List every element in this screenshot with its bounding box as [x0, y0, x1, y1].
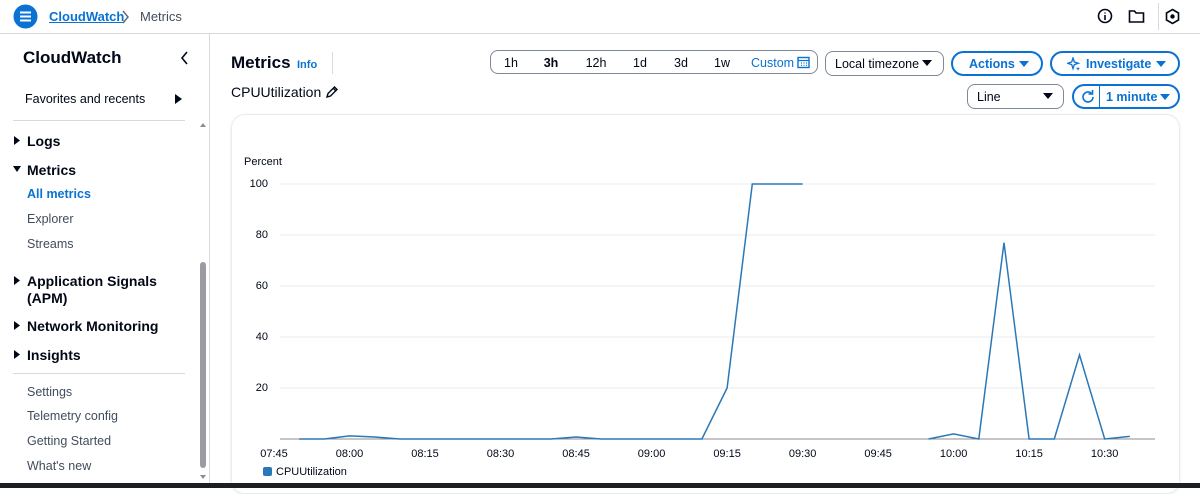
- timezone-label: Local timezone: [835, 57, 920, 71]
- investigate-label: Investigate: [1086, 57, 1152, 71]
- nav-item[interactable]: Metrics: [27, 162, 77, 178]
- sidebar: CloudWatch Favorites and recents Logs Me…: [0, 34, 210, 484]
- x-tick-label: 09:00: [638, 448, 666, 460]
- legend-label: CPUUtilization: [276, 466, 347, 478]
- top-bar: CloudWatch Metrics: [0, 0, 1200, 34]
- y-tick-label: 20: [256, 382, 268, 394]
- time-range-selected[interactable]: 3h: [543, 56, 559, 70]
- time-range-group: [490, 50, 818, 74]
- nav-item[interactable]: Insights: [27, 347, 81, 363]
- x-tick-label: 09:30: [789, 448, 817, 460]
- period-label: 1 minute: [1106, 90, 1158, 104]
- x-tick-label: 10:15: [1015, 448, 1043, 460]
- nav-item[interactable]: Network Monitoring: [27, 318, 159, 334]
- x-tick-label: 09:45: [864, 448, 892, 460]
- x-tick-label: 07:45: [260, 448, 288, 460]
- divider: [1099, 86, 1100, 107]
- menu-button[interactable]: [13, 4, 38, 29]
- page-title: Metrics: [231, 53, 291, 72]
- investigate-button[interactable]: Investigate: [1050, 51, 1180, 76]
- actions-label: Actions: [969, 57, 1015, 71]
- caret: [1043, 93, 1053, 99]
- time-range[interactable]: 1h: [504, 56, 518, 70]
- x-tick-label: 10:00: [940, 448, 968, 460]
- y-tick-label: 80: [256, 229, 268, 241]
- time-range[interactable]: 1w: [714, 56, 730, 70]
- divider: [13, 373, 185, 374]
- expand-icon: [175, 94, 182, 104]
- nav-subitem-active[interactable]: All metrics: [27, 187, 91, 201]
- custom-range[interactable]: Custom: [751, 56, 795, 70]
- info-link[interactable]: Info: [297, 59, 318, 71]
- chart: Percent 20 40 60 80 100 07:45 08:00 08:15 08:30 0…: [244, 156, 1155, 478]
- x-tick-label: 10:30: [1091, 448, 1119, 460]
- refresh-button[interactable]: 1 minute: [1072, 84, 1180, 109]
- x-tick-label: 08:30: [487, 448, 515, 460]
- sidebar-title: CloudWatch: [23, 48, 122, 67]
- timezone-select[interactable]: Local timezone: [825, 51, 944, 76]
- bottom-bar: [0, 483, 1200, 488]
- view-type-label: Line: [977, 90, 1001, 104]
- caret: [1156, 61, 1166, 67]
- caret: [922, 60, 932, 66]
- nav-item[interactable]: Logs: [27, 133, 61, 149]
- refresh-icon: [1082, 90, 1094, 103]
- nav-subitem[interactable]: Explorer: [27, 212, 74, 226]
- metric-name: CPUUtilization: [231, 84, 322, 100]
- caret: [1019, 61, 1029, 67]
- x-tick-label: 08:45: [562, 448, 590, 460]
- breadcrumb-link[interactable]: CloudWatch: [49, 9, 125, 24]
- view-type-select[interactable]: Line: [967, 84, 1064, 109]
- y-tick-label: 60: [256, 280, 268, 292]
- sparkle-icon: [1067, 57, 1081, 71]
- settings-icon[interactable]: [1164, 8, 1181, 25]
- time-range[interactable]: 3d: [674, 56, 688, 70]
- scrollbar[interactable]: [198, 120, 208, 484]
- data-line: [299, 183, 1130, 440]
- breadcrumb-current: Metrics: [140, 9, 182, 24]
- nav-link[interactable]: Getting Started: [27, 434, 112, 448]
- x-tick-label: 09:15: [713, 448, 741, 460]
- favorites[interactable]: Favorites and recents: [25, 92, 146, 106]
- divider: [13, 120, 185, 121]
- actions-button[interactable]: Actions: [951, 51, 1043, 76]
- caret: [1160, 94, 1170, 100]
- y-axis-label: Percent: [244, 156, 282, 168]
- info-icon[interactable]: [1097, 8, 1113, 24]
- breadcrumb-separator: [122, 10, 129, 24]
- time-range[interactable]: 12h: [585, 56, 607, 70]
- time-range[interactable]: 1d: [633, 56, 647, 70]
- divider: [332, 52, 333, 74]
- x-tick-label: 08:00: [336, 448, 364, 460]
- nav-carets: [13, 136, 21, 359]
- nav-link[interactable]: Settings: [27, 385, 73, 399]
- calendar-icon[interactable]: [797, 56, 810, 69]
- y-tick-label: 40: [256, 331, 268, 343]
- legend-swatch: [263, 467, 272, 476]
- folder-icon[interactable]: [1128, 8, 1145, 24]
- nav-subitem[interactable]: Streams: [27, 237, 74, 251]
- edit-icon[interactable]: [325, 85, 339, 99]
- nav-link[interactable]: What's new: [27, 459, 92, 473]
- x-tick-label: 08:15: [411, 448, 439, 460]
- divider: [1158, 3, 1159, 30]
- nav-item[interactable]: Application Signals (APM): [27, 273, 157, 306]
- nav-link[interactable]: Telemetry config: [27, 409, 119, 423]
- y-tick-label: 100: [250, 178, 268, 190]
- close-sidebar[interactable]: [179, 51, 191, 65]
